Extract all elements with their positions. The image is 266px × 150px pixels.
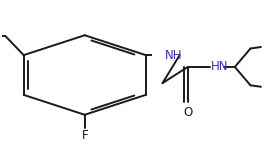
Text: NH: NH (165, 49, 183, 62)
Text: O: O (183, 106, 192, 119)
Text: HN: HN (211, 60, 229, 73)
Text: F: F (81, 129, 88, 142)
